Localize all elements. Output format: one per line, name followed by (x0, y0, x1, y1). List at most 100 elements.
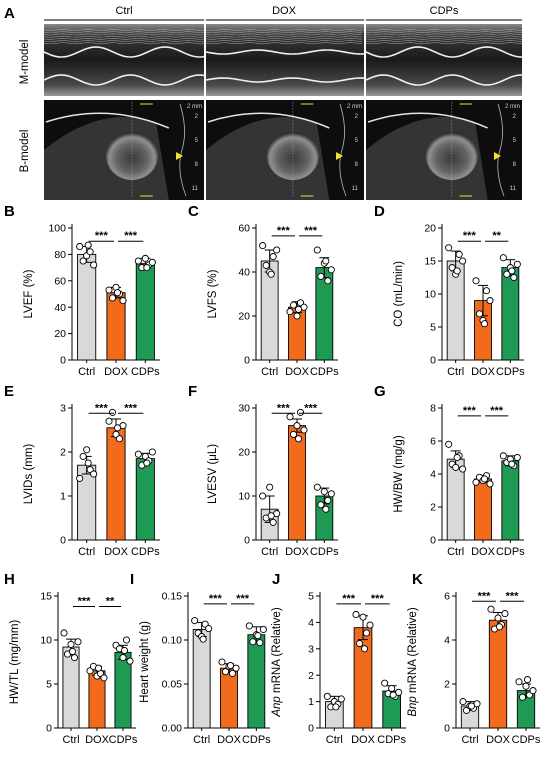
m-mode-wall-line (43, 33, 205, 36)
bar-cdps (247, 634, 266, 729)
bar-dox (474, 478, 492, 541)
b-mode-depth-tick: 2 (195, 114, 199, 120)
b-mode-focus-arrow (336, 152, 343, 160)
data-point-cdps (245, 622, 253, 630)
y-tick-label: 6 (430, 436, 436, 448)
data-point-cdps (515, 678, 523, 686)
data-point-dox (286, 413, 294, 421)
m-mode-wall-line (43, 40, 205, 42)
x-tick-label-ctrl: Ctrl (193, 734, 210, 746)
x-tick-label-ctrl: Ctrl (78, 546, 95, 558)
data-point-ctrl (70, 654, 79, 662)
m-mode-image-cdps (365, 24, 523, 96)
b-mode-depth-tick: 8 (355, 162, 359, 168)
data-point-cdps (522, 682, 530, 690)
m-mode-wall-line (205, 40, 363, 42)
m-mode-wall-line (43, 37, 205, 40)
y-axis-title: LVIDs (mm) (23, 444, 35, 505)
data-point-cdps (254, 632, 262, 640)
data-point-dox (352, 610, 360, 619)
data-point-cdps (508, 460, 516, 468)
x-tick-label-dox: DOX (85, 734, 110, 746)
y-tick-label: 0 (46, 723, 52, 735)
b-mode-chest-wall (367, 112, 488, 129)
data-point-cdps (141, 254, 149, 262)
data-point-ctrl (259, 242, 267, 250)
y-tick-label: 0.05 (162, 679, 183, 691)
data-point-cdps (134, 450, 142, 458)
data-point-dox (221, 668, 230, 676)
data-point-ctrl (199, 635, 207, 643)
y-axis-title: LVFS (%) (207, 269, 219, 318)
x-tick-label-ctrl: Ctrl (62, 734, 79, 746)
data-point-ctrl (459, 257, 467, 265)
b-mode-scale-text: 2 mm (505, 104, 520, 110)
y-tick-label: 3 (308, 643, 314, 655)
b-mode-scale-text: 2 mm (347, 104, 362, 110)
b-mode-depth-tick: 5 (355, 138, 359, 144)
significance-label: *** (277, 402, 291, 414)
y-tick-label: 20 (54, 328, 66, 340)
significance-label: *** (490, 405, 504, 417)
m-mode-ventricle-wall (205, 49, 365, 55)
data-point-cdps (510, 273, 518, 282)
data-point-dox (105, 286, 113, 294)
data-point-dox (113, 424, 122, 432)
data-point-dox (482, 287, 491, 295)
b-mode-depth-tick: 11 (510, 186, 517, 192)
y-tick-label: 0 (60, 355, 66, 367)
y-tick-label: 4 (430, 469, 436, 481)
bar-dox (220, 667, 238, 729)
data-point-ctrl (84, 459, 92, 467)
data-point-dox (300, 426, 308, 434)
x-tick-label-cdps: CDPs (496, 546, 525, 558)
significance-label: *** (124, 230, 138, 242)
y-tick-label: 0 (60, 535, 66, 547)
y-tick-label: 0.10 (162, 635, 183, 647)
m-mode-wall-line (43, 29, 205, 31)
m-mode-wall-line (205, 37, 363, 40)
m-mode-wall-line (365, 33, 523, 36)
bar-cdps (501, 267, 520, 361)
data-point-dox (293, 312, 301, 320)
data-point-ctrl (68, 647, 77, 655)
data-point-dox (228, 669, 237, 677)
data-point-dox (119, 297, 127, 305)
data-point-cdps (499, 254, 507, 262)
data-point-dox (359, 613, 367, 621)
y-axis-title: Heart weight (g) (139, 621, 151, 703)
y-tick-label: 5 (46, 679, 52, 691)
y-tick-label: 0 (244, 355, 250, 367)
data-point-cdps (313, 483, 321, 491)
column-label-cdps: CDPs (430, 5, 459, 17)
panel-e: E LVIDs (mm) 0 1 2 3 Ctrl DOX CDPs *** *** (4, 383, 160, 558)
data-point-dox (472, 478, 480, 486)
y-tick-label: 8 (430, 403, 436, 415)
data-point-cdps (395, 688, 403, 696)
panel-j: J Anp mRNA (Relative) 0 1 2 3 4 5 Ctrl DOX CDPs ***… (271, 571, 407, 746)
m-mode-image-dox (205, 24, 365, 96)
y-tick-label: 1 (60, 491, 66, 503)
b-mode-depth-tick: 8 (513, 162, 517, 168)
y-axis-title-gene: Anp (271, 693, 283, 718)
m-mode-ventricle-wall (205, 77, 365, 83)
b-mode-image-dox: 2 mm 2 5 8 11 (206, 100, 364, 200)
data-point-dox (480, 320, 489, 328)
panel-letter-j: J (272, 571, 280, 588)
data-point-ctrl (452, 463, 460, 471)
data-point-cdps (381, 679, 389, 687)
data-point-cdps (503, 270, 511, 278)
significance-label: *** (95, 402, 109, 414)
data-point-ctrl (79, 452, 87, 460)
m-mode-wall-line (43, 35, 205, 38)
row-label-m-model: M-model (19, 40, 31, 85)
m-mode-ventricle-wall (365, 46, 523, 58)
x-tick-label-ctrl: Ctrl (447, 546, 464, 558)
data-point-cdps (513, 453, 521, 462)
significance-label: *** (463, 405, 477, 417)
data-point-dox (294, 435, 303, 443)
m-mode-wall-line (43, 31, 205, 34)
x-tick-label-ctrl: Ctrl (326, 734, 343, 746)
bar-cdps (501, 460, 520, 541)
data-point-dox (108, 408, 117, 416)
